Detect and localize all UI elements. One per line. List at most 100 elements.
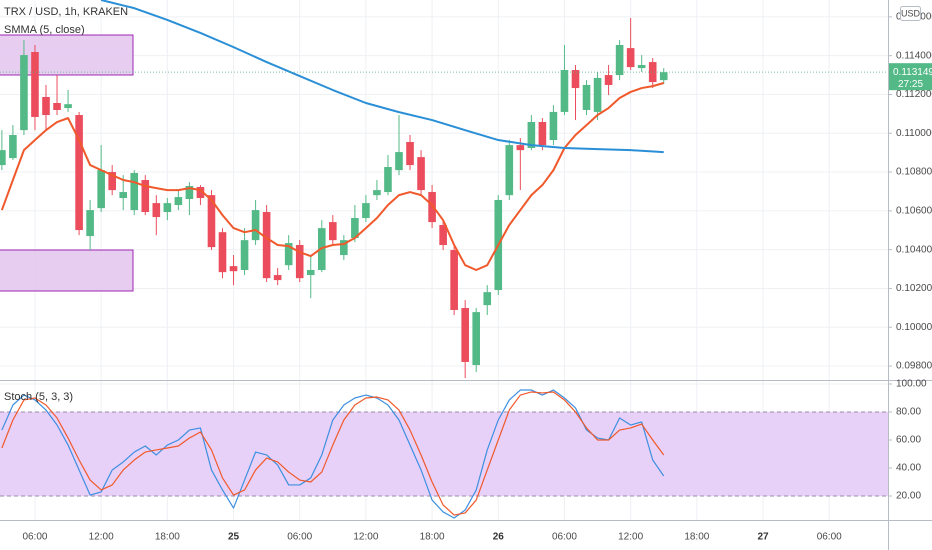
candle-body <box>428 192 436 223</box>
stoch-band-layer <box>0 411 888 497</box>
candle-body <box>604 75 613 85</box>
candle-body <box>373 190 381 196</box>
last-price-badge <box>889 63 932 91</box>
candle-body <box>571 70 580 89</box>
candle-body <box>329 222 337 241</box>
candle-body <box>637 64 646 69</box>
candle-body <box>472 312 481 366</box>
candle-body <box>384 167 392 193</box>
candle-body <box>527 122 536 149</box>
candle-body <box>240 240 249 271</box>
candle-body <box>108 172 116 191</box>
candle-body <box>659 72 668 81</box>
candle-body <box>86 210 94 237</box>
candle-body <box>0 150 6 166</box>
line-series <box>1 389 665 519</box>
x-tick-label: 12:00 <box>353 532 378 543</box>
candle-body <box>64 104 72 109</box>
candle-body <box>615 45 624 76</box>
candle-body <box>593 77 602 112</box>
candle-body <box>97 170 105 209</box>
stoch-title: Stoch (5, 3, 3) <box>4 391 73 403</box>
candle-body <box>196 186 205 199</box>
candle-body <box>362 203 370 219</box>
candle-body <box>295 244 304 279</box>
candle-body <box>185 186 194 200</box>
candle-body <box>461 308 469 362</box>
candle-body <box>516 145 525 151</box>
stoch-pane <box>1 389 665 519</box>
x-tick-label: 18:00 <box>420 532 445 543</box>
candle-body <box>306 270 315 276</box>
candle-body <box>251 210 260 241</box>
candle-body <box>141 180 150 213</box>
countdown-label: 27:25 <box>898 79 923 90</box>
y-tick-label: 60.00 <box>896 435 921 446</box>
candle-body <box>582 84 591 110</box>
x-tick-label: 27 <box>757 532 769 543</box>
candle-body <box>174 197 183 206</box>
candle-body <box>538 122 547 146</box>
currency-badge[interactable] <box>900 6 921 21</box>
candle-body <box>53 103 61 110</box>
candle-body <box>218 232 227 273</box>
y-tick-label: 0.114000 <box>896 50 932 61</box>
candle-body <box>395 152 403 171</box>
x-tick-label: 25 <box>228 532 240 543</box>
zone-box <box>0 34 134 76</box>
last-price-label: 0.113149 <box>893 67 932 78</box>
candle-body <box>75 115 83 231</box>
candle-body <box>262 212 271 279</box>
x-tick-label: 18:00 <box>684 532 709 543</box>
candle-body <box>31 51 39 117</box>
candle-body <box>648 62 657 83</box>
candle-body <box>505 145 514 196</box>
x-tick-label: 12:00 <box>89 532 114 543</box>
x-tick-label: 06:00 <box>22 532 47 543</box>
x-tick-label: 26 <box>493 532 505 543</box>
candle-body <box>406 141 414 166</box>
candle-body <box>483 292 492 306</box>
candle-body <box>340 240 348 256</box>
candle-body <box>42 96 50 116</box>
candle-body <box>229 266 238 272</box>
candle-body <box>417 157 425 191</box>
candle-body <box>20 55 28 131</box>
candle-body <box>450 250 458 310</box>
candle-body <box>9 135 17 159</box>
candle-body <box>351 218 359 239</box>
zone-box <box>0 249 134 292</box>
y-tick-label: 100.00 <box>896 379 927 390</box>
y-tick-label: 80.00 <box>896 407 921 418</box>
candle-body <box>273 275 282 281</box>
candle-body <box>207 195 216 248</box>
x-tick-label: 06:00 <box>552 532 577 543</box>
candle-body <box>284 243 293 266</box>
candle-body <box>439 225 447 245</box>
candle-body <box>549 111 558 141</box>
candle-body <box>560 70 569 112</box>
line-series <box>1 391 665 516</box>
stoch-band <box>0 412 888 497</box>
y-tick-label: 40.00 <box>896 463 921 474</box>
y-tick-label: 20.00 <box>896 491 921 502</box>
line-series <box>0 82 665 272</box>
candle-body <box>626 48 635 68</box>
x-tick-label: 06:00 <box>287 532 312 543</box>
legend-entry: SMMA (5, close) <box>4 24 85 36</box>
x-tick-label: 12:00 <box>618 532 643 543</box>
candle-body <box>163 203 172 213</box>
candle-body <box>119 192 128 199</box>
candle-body <box>130 173 139 211</box>
axes: 06:00 12:00 18:00 25 06:00 12:00 18:00 26 06:00 1… <box>22 12 932 543</box>
line-series <box>100 0 664 154</box>
